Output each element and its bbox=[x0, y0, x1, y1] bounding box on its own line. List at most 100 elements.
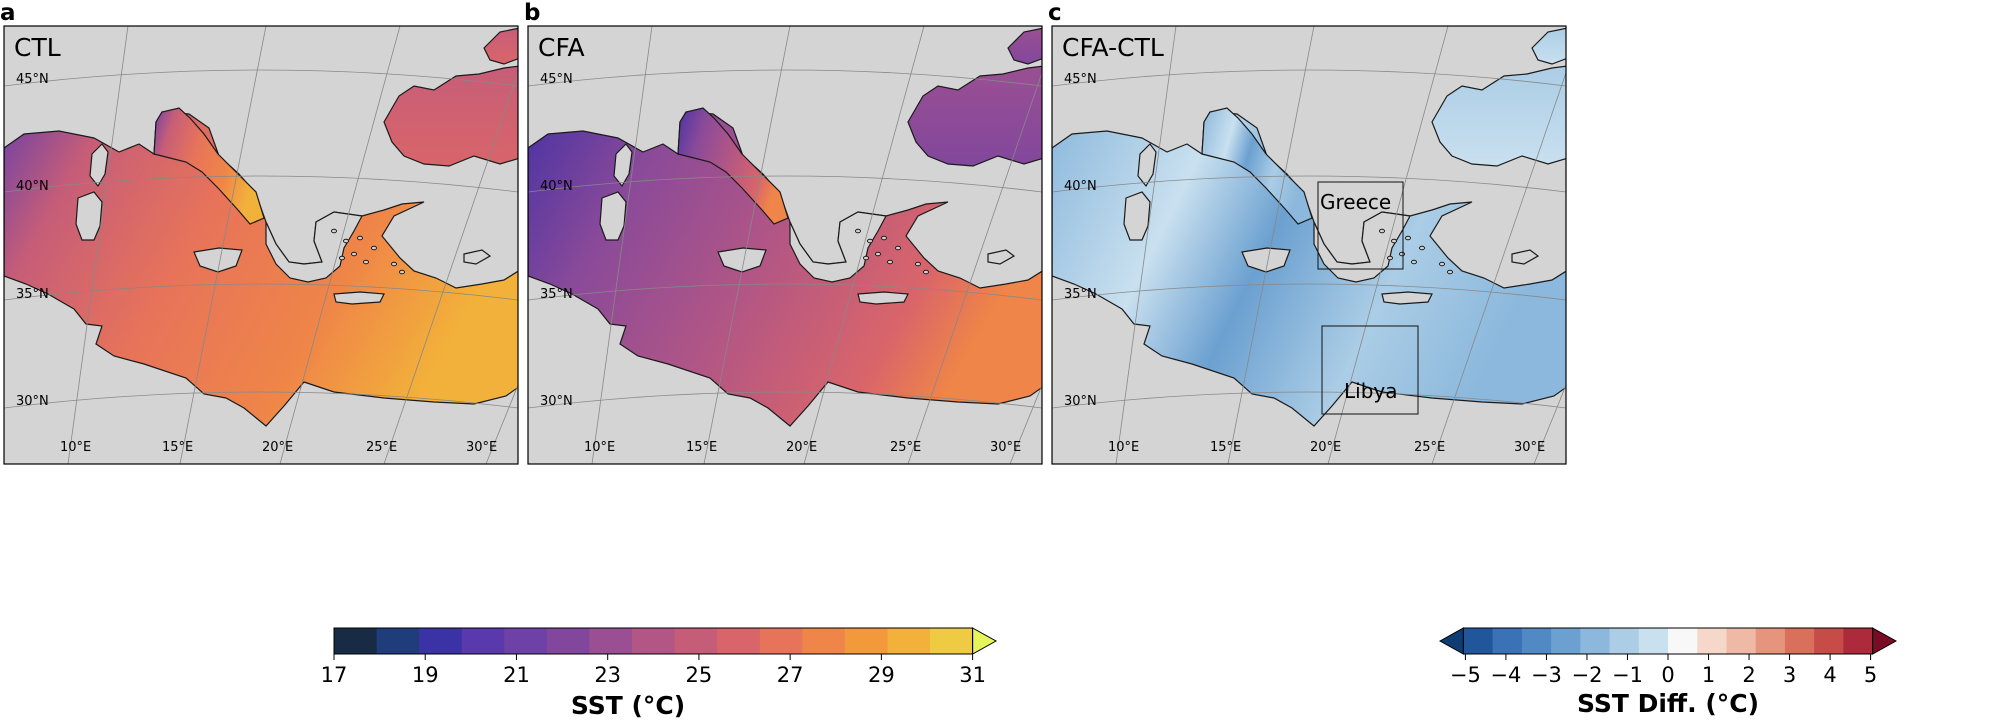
colorbar-segment bbox=[759, 628, 803, 654]
island bbox=[1419, 245, 1425, 251]
panel-frame bbox=[3, 25, 519, 465]
colorbar-tick-label: 25 bbox=[686, 663, 713, 687]
parallel-line bbox=[528, 283, 1042, 301]
meridian-line bbox=[1227, 26, 1315, 464]
lon-label: 25°E bbox=[366, 440, 397, 455]
parallel-line bbox=[4, 175, 518, 193]
parallel-line bbox=[528, 175, 1042, 193]
island bbox=[1439, 261, 1445, 267]
region-box-libya bbox=[1321, 325, 1419, 415]
lon-label: 30°E bbox=[1514, 440, 1545, 455]
lat-label: 30°N bbox=[1064, 394, 1097, 409]
colorbar-arrow-min bbox=[1438, 627, 1464, 655]
meridian-line bbox=[383, 71, 518, 464]
panel-title: CTL bbox=[14, 33, 61, 62]
island bbox=[863, 255, 869, 261]
colorbar-segment bbox=[1755, 628, 1786, 654]
lat-label: 35°N bbox=[540, 287, 573, 302]
lon-label: 10°E bbox=[60, 440, 91, 455]
lon-label: 15°E bbox=[162, 440, 193, 455]
parallel-line bbox=[1052, 175, 1566, 193]
colorbar-segment bbox=[1638, 628, 1669, 654]
island bbox=[867, 238, 873, 244]
island bbox=[391, 261, 397, 267]
colorbar-tick-label: 17 bbox=[321, 663, 348, 687]
colorbar-segment bbox=[546, 628, 590, 654]
colorbar-tick-label: 27 bbox=[777, 663, 804, 687]
island bbox=[1405, 235, 1411, 241]
colorbar-segment bbox=[504, 628, 548, 654]
parallel-line bbox=[4, 283, 518, 301]
colorbar-arrow-max bbox=[972, 627, 998, 655]
land-crete bbox=[333, 291, 385, 305]
colorbar-segment bbox=[844, 628, 888, 654]
colorbar-segment bbox=[1784, 628, 1815, 654]
parallel-line bbox=[1052, 391, 1566, 409]
colorbar-segment bbox=[887, 628, 931, 654]
colorbar-tick-label: 4 bbox=[1823, 663, 1836, 687]
colorbar-segment bbox=[461, 628, 505, 654]
panel-letter: b bbox=[524, 0, 540, 26]
lon-label: 20°E bbox=[262, 440, 293, 455]
colorbar-tick-label: −5 bbox=[1450, 663, 1481, 687]
colorbar-segment bbox=[376, 628, 420, 654]
lat-label: 45°N bbox=[540, 72, 573, 87]
island bbox=[881, 235, 887, 241]
island bbox=[339, 255, 345, 261]
island bbox=[875, 251, 881, 257]
meridian-line bbox=[803, 26, 925, 464]
colorbar-sst: 17 19 21 23 25 27 29 31 SST (°C) bbox=[321, 627, 998, 720]
lon-label: 10°E bbox=[584, 440, 615, 455]
parallel-line bbox=[528, 391, 1042, 409]
colorbar-segment bbox=[1697, 628, 1727, 654]
panel-title: CFA-CTL bbox=[1062, 33, 1164, 62]
island bbox=[855, 228, 861, 234]
colorbar-tick-label: 0 bbox=[1661, 663, 1674, 687]
meridian-line bbox=[1533, 384, 1566, 464]
colorbar-tick-label: −4 bbox=[1490, 663, 1521, 687]
island bbox=[1387, 255, 1393, 261]
island bbox=[1379, 228, 1385, 234]
lat-label: 30°N bbox=[16, 394, 49, 409]
colorbar-tick-label: 1 bbox=[1702, 663, 1715, 687]
parallel-line bbox=[4, 391, 518, 409]
island bbox=[343, 238, 349, 244]
panel-frame bbox=[527, 25, 1043, 465]
colorbar-tick-label: 21 bbox=[503, 663, 530, 687]
colorbar-segment bbox=[1726, 628, 1757, 654]
meridian-line bbox=[591, 26, 653, 464]
island bbox=[1447, 269, 1453, 275]
colorbar-segment bbox=[419, 628, 463, 654]
lat-label: 45°N bbox=[16, 72, 49, 87]
colorbar-segment bbox=[674, 628, 718, 654]
lon-label: 25°E bbox=[1414, 440, 1445, 455]
colorbar-segment bbox=[589, 628, 633, 654]
meridian-line bbox=[179, 26, 267, 464]
meridian-line bbox=[485, 384, 518, 464]
parallel-line bbox=[1052, 69, 1566, 87]
meridian-line bbox=[1327, 26, 1449, 464]
colorbar-tick-label: 5 bbox=[1864, 663, 1877, 687]
colorbar-segment bbox=[1551, 628, 1581, 654]
panel-letter: a bbox=[0, 0, 16, 26]
colorbar-segment bbox=[1843, 628, 1874, 654]
lat-label: 40°N bbox=[1064, 179, 1097, 194]
meridian-line bbox=[1431, 71, 1566, 464]
colorbar-segment bbox=[632, 628, 676, 654]
colorbar-segment bbox=[1668, 628, 1698, 654]
island bbox=[331, 228, 337, 234]
meridian-line bbox=[279, 26, 401, 464]
lon-label: 30°E bbox=[990, 440, 1021, 455]
land-crete bbox=[1381, 291, 1433, 305]
colorbar-tick-label: 31 bbox=[959, 663, 986, 687]
lat-label: 30°N bbox=[540, 394, 573, 409]
colorbar-segment bbox=[1463, 628, 1494, 654]
parallel-line bbox=[1052, 283, 1566, 301]
colorbar-segment bbox=[1580, 628, 1611, 654]
colorbar-segment bbox=[930, 628, 974, 654]
region-box-greece bbox=[1317, 181, 1404, 270]
panel-frame bbox=[1051, 25, 1567, 465]
colorbar-segment bbox=[717, 628, 761, 654]
map-panel-c: 45°N 40°N 35°N 30°N 10°E 15°E 20°E 25°E 30°E CFA-… bbox=[1051, 25, 1567, 465]
